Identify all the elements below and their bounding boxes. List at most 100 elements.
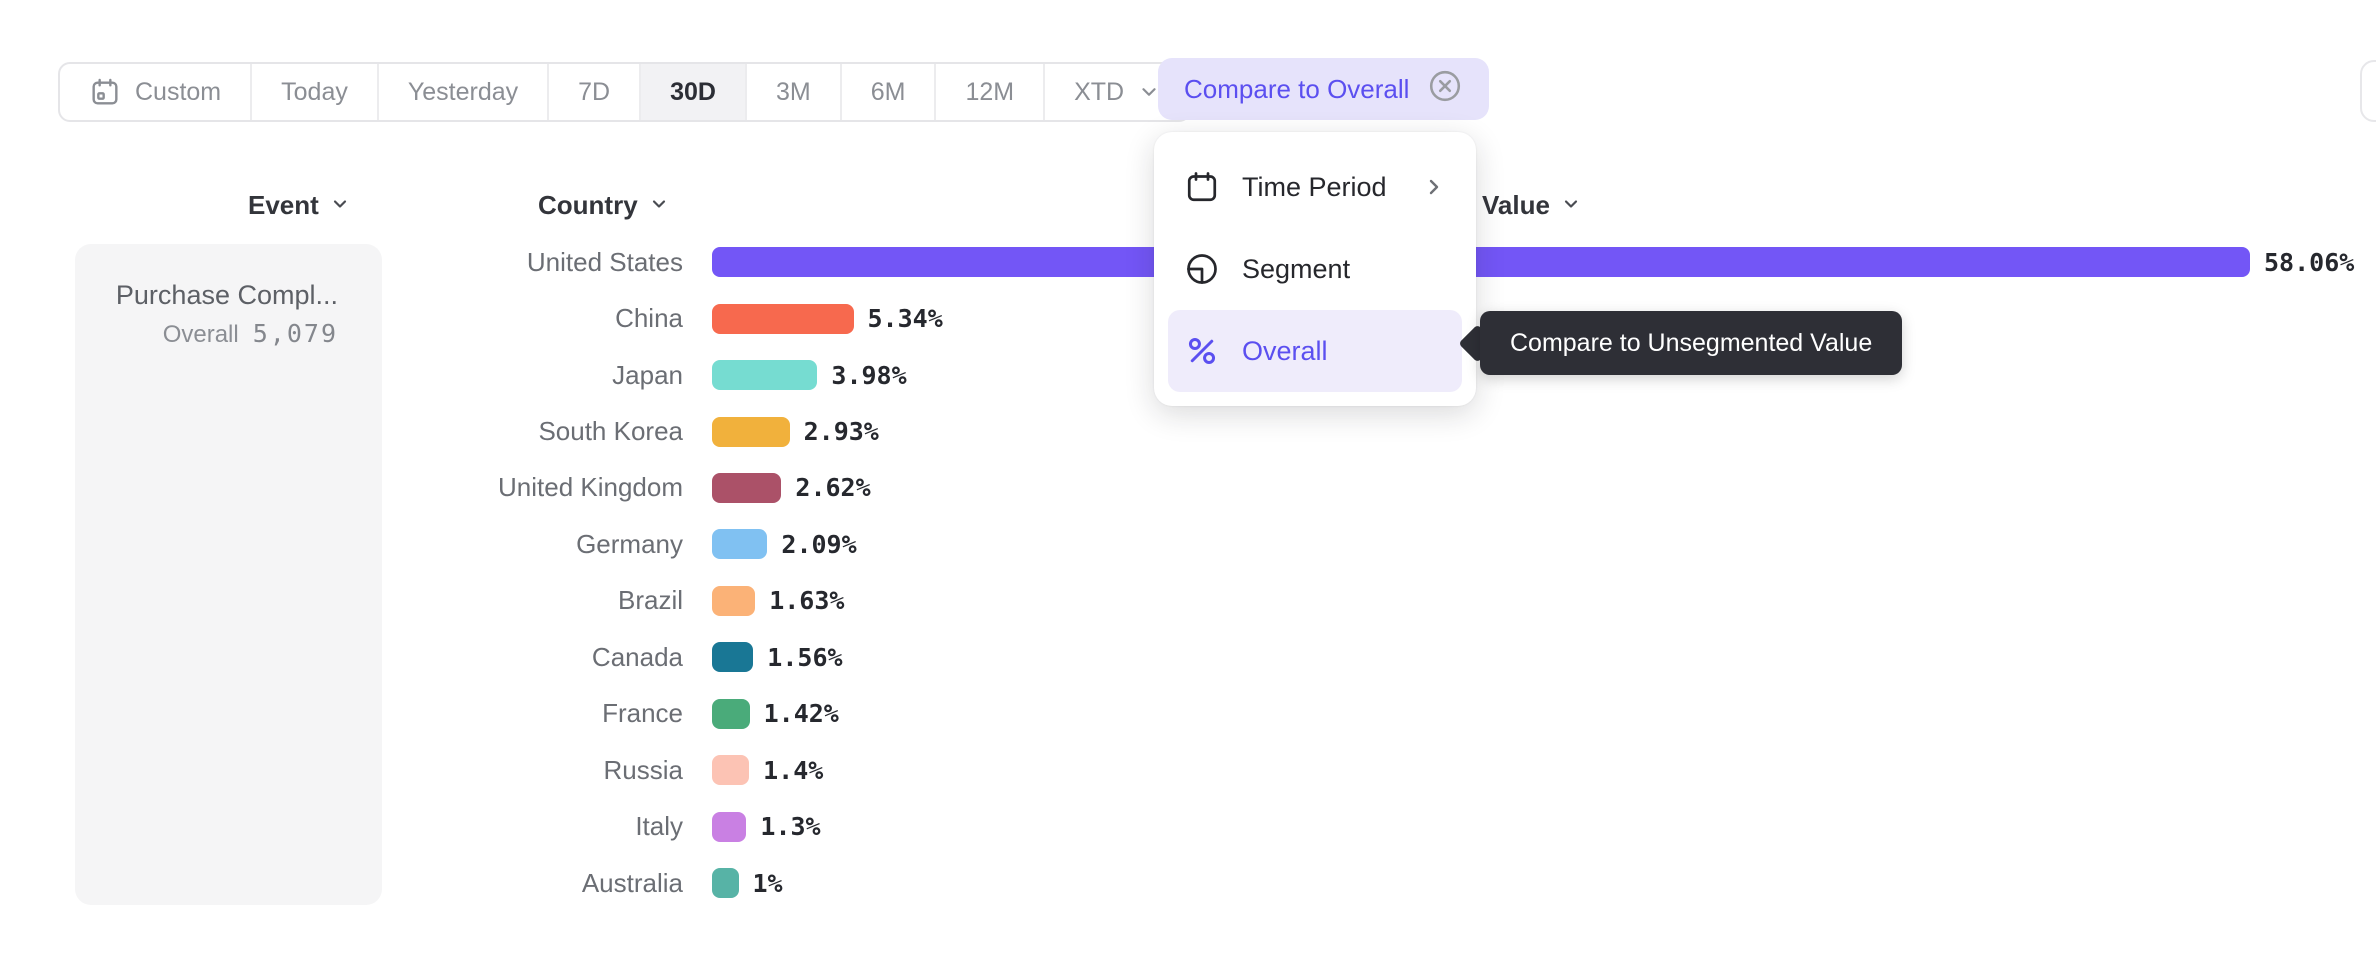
bar-japan[interactable] — [712, 360, 818, 391]
range-label: 3M — [775, 77, 811, 106]
chart-row[interactable]: Russia 1.4% — [0, 742, 2354, 798]
bar-germany[interactable] — [712, 529, 768, 560]
segment-icon — [1184, 251, 1220, 287]
country-label: Russia — [603, 754, 683, 785]
bar-chart: United States 58.06% China 5.34% Japan 3.98… — [0, 234, 2354, 911]
menu-item-label: Time Period — [1242, 171, 1387, 202]
range-label: 6M — [870, 77, 906, 106]
range-label: Today — [281, 77, 348, 106]
chart-row[interactable]: Canada 1.56% — [0, 629, 2354, 685]
value-label: 58.06% — [2264, 247, 2355, 277]
menu-item-time-period[interactable]: Time Period — [1168, 146, 1462, 228]
chart-row[interactable]: Italy 1.3% — [0, 798, 2354, 854]
chart-row[interactable]: Brazil 1.63% — [0, 573, 2354, 629]
range-label: 7D — [578, 77, 611, 106]
bar-canada[interactable] — [712, 642, 754, 673]
menu-item-label: Overall — [1242, 335, 1328, 366]
chevron-down-icon — [330, 190, 350, 221]
chart-row[interactable]: United States 58.06% — [0, 234, 2354, 290]
overall-value: 5,079 — [252, 319, 338, 348]
range-label: 12M — [965, 77, 1015, 106]
range-30d-button[interactable]: 30D — [641, 64, 747, 120]
chart-row[interactable]: Japan 3.98% — [0, 347, 2354, 403]
bar-brazil[interactable] — [712, 585, 756, 616]
country-label: Canada — [591, 641, 683, 672]
close-circle-icon[interactable] — [1427, 68, 1463, 111]
value-column-header[interactable]: Value — [1482, 190, 1581, 221]
value-label: 5.34% — [867, 304, 943, 334]
country-label: Australia — [581, 867, 683, 898]
event-name: Purchase Compl... — [115, 280, 338, 310]
bar-italy[interactable] — [712, 811, 747, 842]
chart-row[interactable]: Germany 2.09% — [0, 516, 2354, 572]
chevron-down-icon — [1138, 81, 1160, 103]
country-label: China — [615, 303, 683, 334]
range-yesterday-button[interactable]: Yesterday — [379, 64, 550, 120]
range-xtd-button[interactable]: XTD — [1045, 64, 1189, 120]
bar-australia[interactable] — [712, 868, 739, 899]
range-3m-button[interactable]: 3M — [747, 64, 842, 120]
bar-south-korea[interactable] — [712, 416, 790, 447]
value-label: 1.56% — [767, 642, 843, 672]
chevron-right-icon — [1422, 175, 1446, 199]
range-6m-button[interactable]: 6M — [842, 64, 937, 120]
country-column-header[interactable]: Country — [538, 190, 669, 221]
compare-to-overall-button[interactable]: Compare to Overall — [1158, 58, 1490, 120]
bar-united-kingdom[interactable] — [712, 472, 782, 503]
menu-item-label: Segment — [1242, 253, 1351, 284]
range-label: Yesterday — [407, 77, 519, 106]
chevron-down-icon — [649, 190, 669, 221]
clipped-edge-control[interactable] — [2360, 60, 2376, 122]
value-label: 3.98% — [831, 360, 907, 390]
tooltip: Compare to Unsegmented Value — [1480, 311, 1903, 375]
calendar-icon — [1184, 169, 1220, 205]
country-label: Brazil — [617, 585, 683, 616]
country-label: United States — [526, 246, 683, 277]
calendar-icon — [89, 76, 121, 108]
menu-item-segment[interactable]: Segment — [1168, 228, 1462, 310]
range-label: XTD — [1074, 77, 1125, 106]
country-label: Italy — [635, 811, 683, 842]
menu-item-overall[interactable]: Overall — [1168, 310, 1462, 392]
bar-china[interactable] — [712, 303, 854, 334]
range-today-button[interactable]: Today — [252, 64, 379, 120]
value-label: 2.09% — [781, 529, 857, 559]
country-label: South Korea — [538, 416, 683, 447]
event-overall-row: Overall 5,079 — [95, 319, 338, 349]
chart-row[interactable]: South Korea 2.93% — [0, 403, 2354, 459]
value-label: 2.62% — [795, 473, 871, 503]
country-header-label: Country — [538, 190, 638, 220]
date-range-toolbar: Custom Today Yesterday 7D 30D 3M 6M 12M … — [58, 62, 1192, 122]
event-column-header[interactable]: Event — [248, 190, 350, 221]
range-label: Custom — [135, 77, 222, 106]
range-7d-button[interactable]: 7D — [549, 64, 642, 120]
compare-dropdown-menu: Time Period Segment Overall — [1154, 132, 1476, 406]
value-label: 2.93% — [803, 417, 879, 447]
chart-row[interactable]: China 5.34% — [0, 290, 2354, 346]
chart-row[interactable]: United Kingdom 2.62% — [0, 460, 2354, 516]
tooltip-text: Compare to Unsegmented Value — [1510, 328, 1873, 357]
overall-label: Overall — [162, 321, 239, 348]
compare-label: Compare to Overall — [1184, 73, 1410, 104]
value-label: 1.3% — [760, 812, 821, 842]
value-label: 1% — [752, 868, 783, 898]
chart-row[interactable]: Australia 1% — [0, 855, 2354, 911]
event-card[interactable]: Purchase Compl... Overall 5,079 — [75, 244, 382, 905]
value-label: 1.4% — [763, 755, 824, 785]
value-label: 1.42% — [763, 699, 839, 729]
range-12m-button[interactable]: 12M — [936, 64, 1046, 120]
value-header-label: Value — [1482, 190, 1550, 220]
bar-france[interactable] — [712, 698, 750, 729]
percent-icon — [1184, 333, 1220, 369]
country-label: Japan — [612, 359, 683, 390]
chevron-down-icon — [1561, 190, 1581, 221]
bar-united-states[interactable] — [712, 247, 2250, 278]
chart-row[interactable]: France 1.42% — [0, 686, 2354, 742]
range-label: 30D — [670, 77, 716, 106]
bar-russia[interactable] — [712, 755, 750, 786]
country-label: Germany — [576, 528, 683, 559]
country-label: France — [602, 698, 683, 729]
value-label: 1.63% — [769, 586, 845, 616]
country-label: United Kingdom — [498, 472, 683, 503]
range-custom-button[interactable]: Custom — [60, 64, 253, 120]
